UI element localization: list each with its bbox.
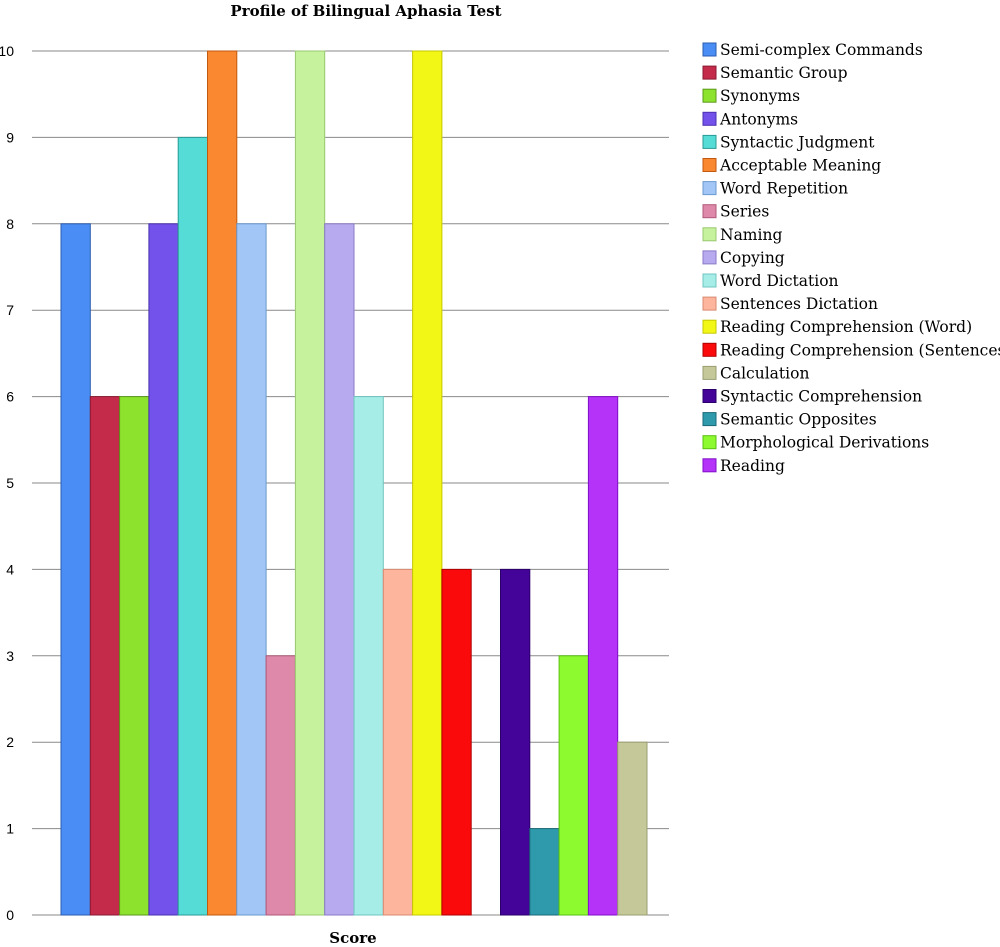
legend-label: Semantic Opposites bbox=[720, 411, 877, 429]
legend-item: Sentences Dictation bbox=[702, 295, 878, 313]
legend-swatch bbox=[702, 227, 717, 242]
bar bbox=[529, 828, 560, 916]
bar bbox=[207, 50, 238, 916]
legend-label: Syntactic Judgment bbox=[720, 133, 875, 151]
legend-swatch bbox=[702, 111, 717, 126]
y-axis-ticks: 0 1 2 3 4 5 6 7 8 9 10 bbox=[0, 43, 14, 923]
y-tick-label: 3 bbox=[6, 648, 14, 664]
legend-label: Series bbox=[720, 203, 769, 221]
legend-swatch bbox=[702, 88, 717, 103]
legend-label: Semi-complex Commands bbox=[720, 41, 923, 59]
y-tick-label: 10 bbox=[0, 43, 14, 59]
y-tick-label: 7 bbox=[6, 302, 14, 318]
legend-swatch bbox=[702, 458, 717, 473]
bar bbox=[236, 223, 267, 916]
legend-item: Semi-complex Commands bbox=[702, 41, 923, 59]
legend-item: Syntactic Judgment bbox=[702, 133, 875, 151]
legend-label: Naming bbox=[720, 226, 782, 244]
bar bbox=[558, 655, 589, 916]
legend-item: Reading Comprehension (Sentences) bbox=[702, 341, 1000, 359]
legend-label: Sentences Dictation bbox=[720, 295, 878, 313]
legend-swatch bbox=[702, 42, 717, 57]
legend-label: Word Dictation bbox=[720, 272, 839, 290]
bar bbox=[177, 136, 208, 916]
bar bbox=[587, 396, 619, 916]
legend-swatch bbox=[702, 204, 717, 219]
y-tick-label: 6 bbox=[6, 389, 14, 405]
legend-label: Acceptable Meaning bbox=[719, 157, 881, 175]
legend-item: Word Repetition bbox=[702, 180, 848, 198]
legend-item: Calculation bbox=[702, 364, 809, 382]
legend-label: Reading bbox=[720, 457, 785, 475]
legend-item: Naming bbox=[702, 226, 782, 244]
bars bbox=[60, 50, 648, 916]
legend-item: Antonyms bbox=[702, 110, 798, 128]
legend-label: Antonyms bbox=[719, 110, 798, 128]
y-tick-label: 8 bbox=[6, 216, 14, 232]
legend-item: Semantic Group bbox=[702, 64, 848, 82]
legend-label: Morphological Derivations bbox=[720, 434, 929, 452]
legend-swatch bbox=[702, 412, 717, 427]
bar bbox=[412, 50, 443, 916]
legend-item: Semantic Opposites bbox=[702, 411, 877, 429]
legend-swatch bbox=[702, 250, 717, 265]
legend-item: Syntactic Comprehension bbox=[702, 388, 922, 406]
legend-swatch bbox=[702, 296, 717, 311]
chart-title: Profile of Bilingual Aphasia Test bbox=[230, 2, 501, 20]
legend-label: Copying bbox=[720, 249, 785, 267]
y-tick-label: 5 bbox=[6, 475, 14, 491]
y-tick-label: 1 bbox=[6, 821, 14, 837]
legend-swatch bbox=[702, 389, 717, 403]
bar bbox=[119, 396, 150, 916]
legend-swatch bbox=[702, 319, 717, 334]
legend-item: Copying bbox=[702, 249, 785, 267]
legend-label: Reading Comprehension (Word) bbox=[720, 318, 972, 336]
bar bbox=[353, 396, 384, 916]
legend-item: Reading bbox=[702, 457, 785, 475]
legend-swatch bbox=[702, 365, 717, 380]
bar bbox=[294, 50, 326, 916]
legend-item: Reading Comprehension (Word) bbox=[702, 318, 972, 336]
y-tick-label: 4 bbox=[6, 561, 14, 577]
legend-label: Calculation bbox=[720, 364, 809, 382]
bar bbox=[382, 568, 414, 916]
y-tick-label: 2 bbox=[6, 734, 14, 750]
legend-swatch bbox=[702, 435, 717, 450]
legend-label: Semantic Group bbox=[720, 64, 848, 82]
bar bbox=[60, 223, 91, 916]
legend-swatch bbox=[702, 134, 717, 149]
legend-label: Word Repetition bbox=[720, 180, 848, 198]
legend-swatch bbox=[702, 181, 717, 196]
legend-item: Word Dictation bbox=[702, 272, 839, 290]
legend-label: Syntactic Comprehension bbox=[720, 388, 922, 406]
legend-label: Reading Comprehension (Sentences) bbox=[720, 341, 1000, 359]
legend-item: Acceptable Meaning bbox=[702, 157, 881, 175]
legend-swatch bbox=[702, 342, 717, 357]
legend-swatch bbox=[702, 273, 717, 288]
bar bbox=[324, 223, 355, 916]
bar bbox=[441, 568, 472, 916]
bar bbox=[89, 396, 121, 916]
legend: Semi-complex Commands Semantic Group Synon… bbox=[702, 41, 1000, 475]
bar bbox=[500, 568, 531, 916]
legend-swatch bbox=[702, 65, 717, 80]
legend-item: Series bbox=[702, 203, 769, 221]
x-axis-label: Score bbox=[329, 929, 376, 947]
bar bbox=[617, 741, 648, 916]
y-tick-label: 9 bbox=[6, 129, 14, 145]
bar bbox=[265, 655, 296, 916]
legend-swatch bbox=[702, 158, 717, 172]
legend-item: Morphological Derivations bbox=[702, 434, 929, 452]
legend-item: Synonyms bbox=[702, 87, 800, 105]
y-tick-label: 0 bbox=[6, 907, 14, 923]
bar bbox=[148, 223, 179, 916]
legend-label: Synonyms bbox=[720, 87, 800, 105]
